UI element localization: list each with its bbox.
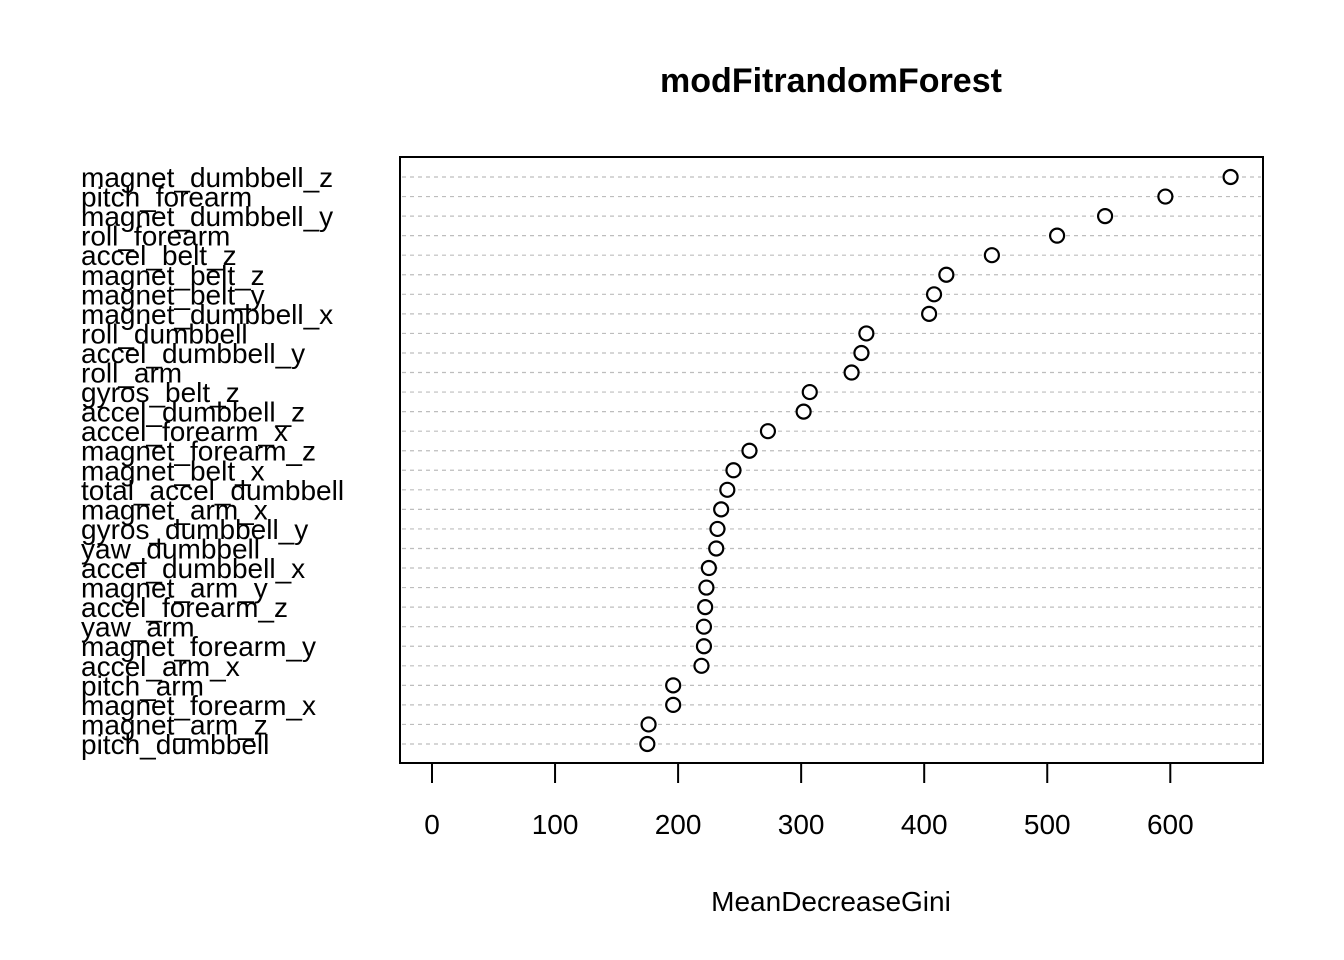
data-point	[1096, 208, 1114, 225]
data-point	[843, 364, 860, 381]
variable-label: roll_arm	[81, 358, 182, 389]
data-point	[708, 540, 725, 557]
data-point	[925, 286, 943, 303]
variable-label: magnet_forearm_x	[81, 690, 316, 721]
variable-label: gyros_dumbbell_y	[81, 514, 308, 545]
data-point	[700, 559, 717, 577]
variable-label: magnet_belt_x	[81, 455, 265, 486]
variable-label: accel_forearm_x	[81, 416, 288, 447]
variable-label: accel_arm_x	[81, 651, 240, 682]
variable-label: accel_forearm_z	[81, 592, 288, 623]
data-point	[713, 501, 730, 518]
variable-label: yaw_arm	[81, 612, 195, 643]
variable-label: magnet_belt_y	[81, 279, 265, 310]
data-point	[921, 305, 938, 322]
x-tick-label: 100	[532, 809, 579, 840]
data-point	[853, 344, 870, 362]
variable-label: magnet_forearm_z	[81, 436, 316, 467]
data-point	[725, 462, 742, 479]
data-points	[639, 168, 1239, 753]
variable-label: total_accel_dumbbell	[81, 475, 344, 506]
data-point	[665, 677, 682, 694]
variable-label: magnet_arm_y	[81, 573, 268, 604]
variable-label: pitch_arm	[81, 670, 204, 701]
data-point	[709, 520, 726, 538]
x-axis: 0 100 200 300 400 500 600	[424, 763, 1194, 840]
data-point	[698, 579, 715, 596]
variable-label: magnet_dumbbell_x	[81, 299, 333, 330]
data-point	[1157, 188, 1174, 205]
data-point	[695, 618, 713, 635]
variable-label: accel_belt_z	[81, 240, 237, 271]
variable-label: magnet_forearm_y	[81, 631, 316, 662]
variable-label: roll_forearm	[81, 221, 230, 252]
data-point	[695, 638, 713, 655]
guide-lines	[402, 176, 1261, 745]
variable-label: yaw_dumbbell	[81, 533, 260, 564]
data-point	[665, 696, 682, 713]
data-point	[741, 442, 758, 459]
x-tick-label: 300	[778, 809, 825, 840]
variable-label: magnet_arm_x	[81, 494, 268, 525]
variable-labels: magnet_dumbbell_zpitch_forearmmagnet_dum…	[81, 162, 344, 760]
variable-label: accel_dumbbell_y	[81, 338, 305, 369]
variable-label: accel_dumbbell_x	[81, 553, 305, 584]
data-point	[983, 247, 1000, 264]
plot-frame	[399, 156, 1264, 764]
x-tick-label: 500	[1024, 809, 1071, 840]
data-point	[795, 403, 812, 420]
variable-label: magnet_dumbbell_z	[81, 162, 333, 193]
data-point	[759, 423, 777, 440]
variable-label: accel_dumbbell_z	[81, 397, 305, 428]
chart-title: modFitrandomForest	[660, 62, 1002, 100]
data-point	[693, 657, 710, 674]
data-point	[858, 325, 875, 342]
x-tick-label: 400	[901, 809, 948, 840]
x-tick-label: 600	[1147, 809, 1194, 840]
variable-label: gyros_belt_z	[81, 377, 240, 408]
data-point	[801, 383, 818, 401]
variable-label: pitch_forearm	[81, 182, 252, 213]
variable-label: magnet_arm_z	[81, 709, 268, 740]
data-point	[1048, 227, 1066, 244]
variable-label: magnet_belt_z	[81, 260, 265, 291]
variable-label: magnet_dumbbell_y	[81, 201, 333, 232]
x-tick-label: 0	[424, 809, 440, 840]
data-point	[719, 481, 736, 498]
data-point	[640, 716, 657, 733]
data-point	[1222, 168, 1239, 186]
data-point	[697, 599, 714, 616]
x-axis-label: MeanDecreaseGini	[711, 886, 951, 917]
x-tick-label: 200	[655, 809, 702, 840]
data-point	[938, 266, 955, 283]
variable-label: pitch_dumbbell	[81, 729, 269, 760]
variable-label: roll_dumbbell	[81, 318, 248, 349]
data-point	[639, 735, 656, 753]
